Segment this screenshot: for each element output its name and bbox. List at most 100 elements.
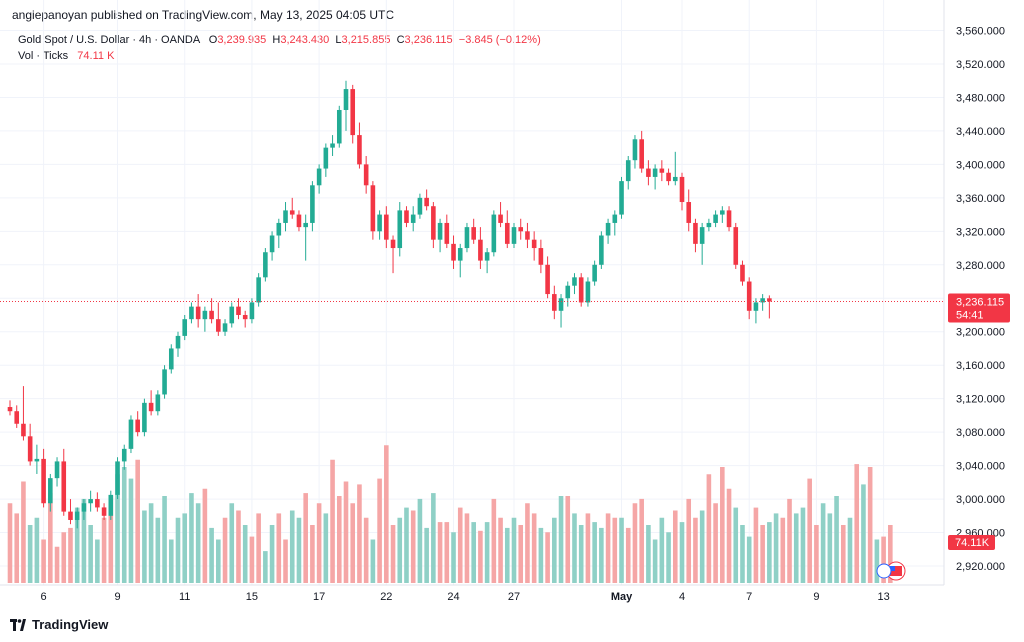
volume-bar — [14, 513, 20, 583]
candle — [740, 260, 745, 286]
volume-bar — [424, 527, 429, 583]
current-price-label: 3,236.115 — [956, 297, 1004, 309]
volume-bar — [733, 507, 739, 583]
us-flag-icon[interactable] — [886, 561, 906, 581]
volume-bar — [599, 527, 604, 583]
volume-bar — [605, 513, 611, 583]
candle — [605, 218, 611, 244]
candle — [316, 164, 322, 194]
volume-bar — [478, 530, 483, 583]
volume-bar — [61, 532, 67, 583]
volume-bar — [74, 507, 80, 583]
y-tick-label: 3,280.000 — [956, 260, 1005, 272]
candle — [289, 197, 295, 219]
x-tick-label: 7 — [746, 591, 752, 603]
x-tick-label: 9 — [114, 591, 120, 603]
candle — [451, 235, 456, 269]
volume-bar — [350, 503, 356, 583]
candle — [491, 210, 497, 257]
candle — [283, 202, 288, 232]
volume-bar — [168, 539, 174, 583]
y-tick-label: 3,560.000 — [956, 26, 1005, 38]
x-tick-label: 17 — [313, 591, 325, 603]
volume-bar — [249, 536, 255, 583]
volume-bar — [296, 517, 302, 583]
candle — [343, 80, 349, 131]
candle — [666, 168, 671, 186]
candle — [54, 457, 60, 487]
candle — [216, 302, 221, 336]
candle — [363, 156, 369, 194]
volume-bar — [780, 517, 786, 583]
volume-bar — [330, 459, 335, 583]
candle — [61, 448, 67, 516]
volume-legend-label[interactable]: Vol · Ticks — [18, 50, 69, 62]
volume-bar — [679, 522, 685, 583]
tradingview-logo-icon — [10, 618, 26, 631]
volume-tag — [948, 535, 995, 550]
candle — [552, 285, 557, 320]
candle — [390, 235, 396, 274]
volume-bar — [256, 513, 261, 583]
volume-bar — [410, 510, 416, 583]
volume-bar — [457, 507, 463, 583]
candle — [182, 314, 188, 341]
y-tick-label: 3,160.000 — [956, 360, 1005, 372]
volume-bar — [525, 503, 530, 583]
candle — [330, 135, 335, 157]
volume-bar — [881, 536, 886, 583]
volume-bar — [471, 522, 476, 583]
candle — [498, 202, 503, 228]
volume-bar — [874, 539, 880, 583]
candle — [48, 473, 53, 512]
event-marker-icon[interactable] — [876, 563, 892, 579]
volume-bar — [827, 513, 833, 583]
candle — [121, 444, 127, 470]
volume-bar — [659, 517, 665, 583]
volume-bar — [189, 493, 194, 583]
volume-bar — [404, 507, 409, 583]
volume-bar — [726, 488, 732, 583]
candle — [713, 210, 718, 228]
volume-legend: Vol · Ticks 74.11 K — [18, 50, 114, 62]
volume-bar — [592, 522, 597, 583]
candle — [88, 490, 93, 512]
volume-bar — [54, 546, 60, 583]
volume-bar — [316, 503, 322, 583]
volume-bar — [767, 522, 772, 583]
candle — [464, 222, 470, 253]
volume-bar — [464, 513, 470, 583]
x-tick-label: 27 — [508, 591, 520, 603]
volume-bar — [854, 464, 860, 583]
volume-bar — [95, 539, 100, 583]
candle — [612, 210, 618, 236]
candle — [538, 239, 544, 274]
volume-bar — [431, 493, 436, 583]
volume-bar — [793, 513, 799, 583]
candle — [162, 365, 167, 399]
volume-bar — [491, 498, 497, 583]
x-tick-label: 15 — [246, 591, 258, 603]
volume-bar — [135, 459, 140, 583]
candle — [431, 202, 436, 249]
y-tick-label: 3,040.000 — [956, 461, 1005, 473]
low-label: L — [335, 34, 342, 46]
candle — [733, 222, 739, 269]
candle — [148, 390, 154, 416]
volume-bar — [182, 513, 188, 583]
volume-bar — [820, 503, 826, 583]
candle — [357, 122, 362, 169]
tradingview-brand[interactable]: TradingView — [10, 617, 108, 632]
candle — [303, 214, 308, 261]
symbol-legend: Gold Spot / U.S. Dollar · 4h · OANDA O3,… — [18, 34, 541, 46]
volume-bar — [814, 525, 819, 583]
volume-bar — [384, 445, 389, 583]
volume-bar — [625, 527, 631, 583]
volume-bar — [101, 517, 107, 583]
volume-bar — [572, 513, 577, 583]
symbol-title[interactable]: Gold Spot / U.S. Dollar · 4h · OANDA — [18, 34, 200, 46]
candle — [242, 310, 248, 328]
volume-bar — [498, 517, 503, 583]
candle — [269, 231, 275, 261]
